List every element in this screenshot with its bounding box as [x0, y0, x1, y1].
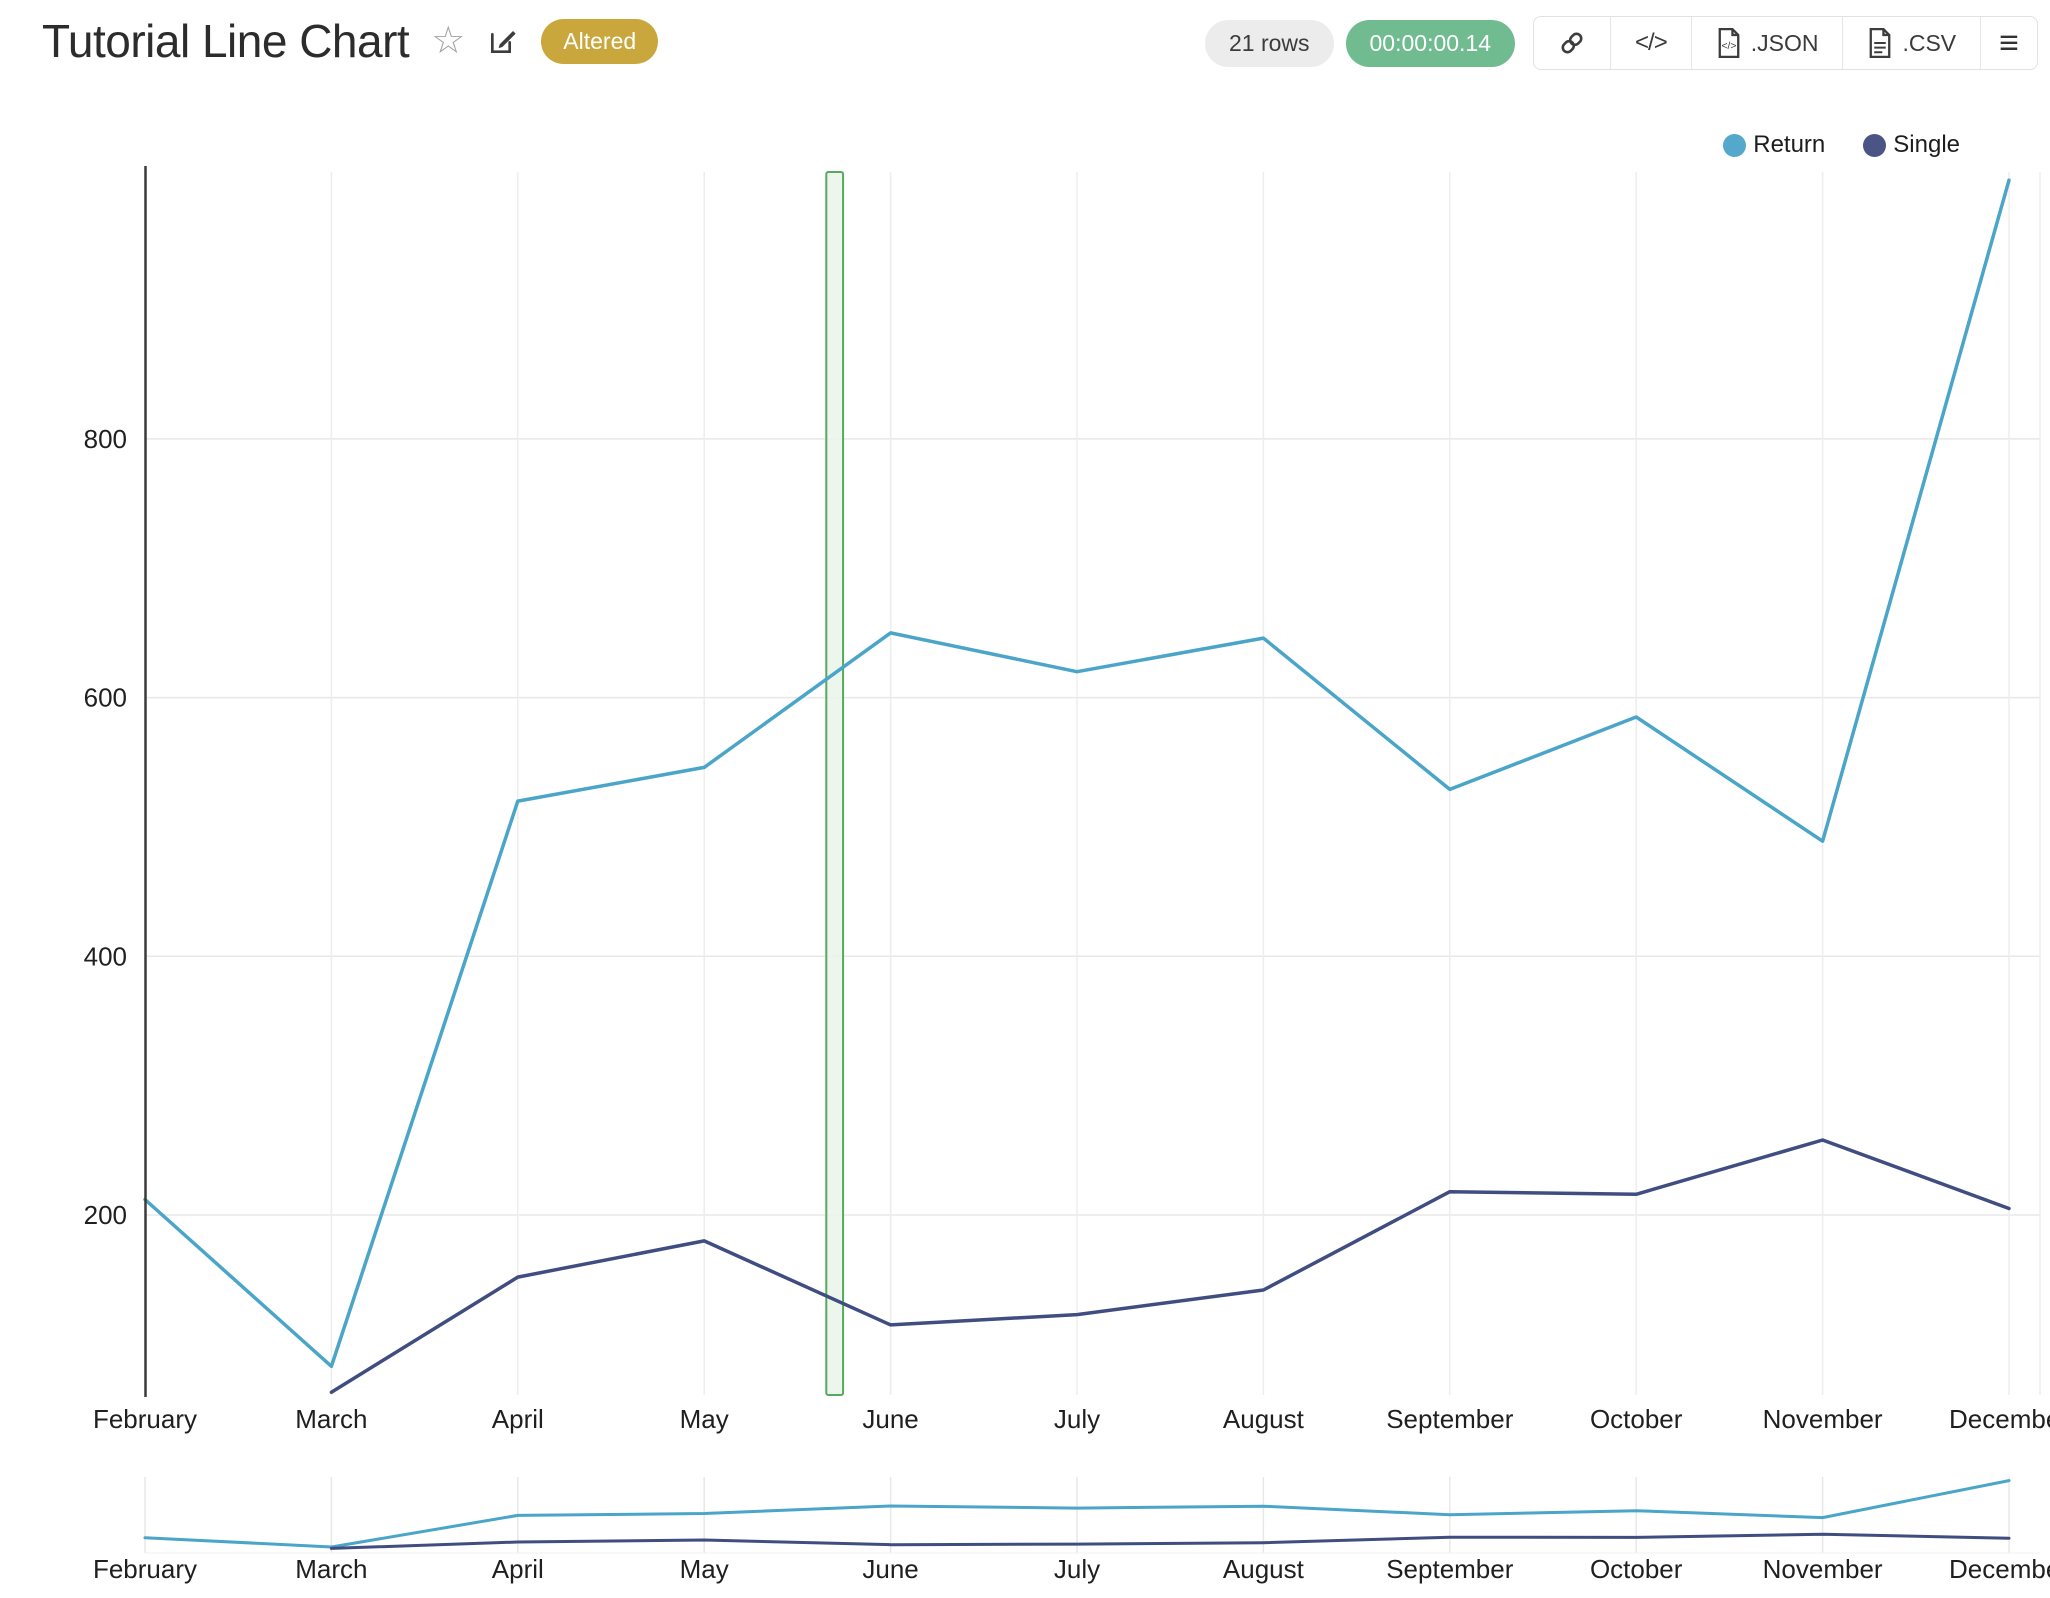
altered-badge: Altered: [541, 18, 659, 64]
header: Tutorial Line Chart ☆ Altered 21 rows 00…: [0, 0, 2050, 90]
json-file-icon: </>: [1718, 28, 1740, 58]
edit-icon[interactable]: [487, 25, 519, 57]
embed-code-button[interactable]: </>: [1610, 17, 1691, 69]
favorite-star-icon[interactable]: ☆: [431, 20, 466, 62]
hamburger-menu-icon: ≡: [1999, 24, 2019, 62]
row-count-badge: 21 rows: [1204, 19, 1334, 67]
x-tick-label: November: [1763, 1404, 1883, 1434]
y-tick-label: 400: [84, 941, 127, 971]
minimap-single-line: [329, 1532, 2011, 1550]
y-tick-label: 200: [84, 1200, 127, 1230]
legend-item-single[interactable]: Single: [1863, 131, 1960, 159]
edit-pencil-icon: [491, 31, 516, 53]
download-json-button[interactable]: </> .JSON: [1690, 17, 1843, 69]
json-button-label: .JSON: [1750, 29, 1819, 56]
y-tick-label: 600: [84, 683, 127, 713]
minimap-x-tick-label: June: [862, 1554, 918, 1584]
legend-item-return[interactable]: Return: [1723, 131, 1825, 159]
x-tick-label: June: [862, 1404, 918, 1434]
x-tick-label: April: [492, 1404, 544, 1434]
export-button-group: </> </> .JSON .CSV ≡: [1533, 16, 2038, 70]
highlight-band[interactable]: [825, 171, 845, 1396]
minimap-x-tick-label: September: [1386, 1554, 1514, 1584]
menu-button[interactable]: ≡: [1980, 17, 2037, 69]
x-tick-label: December: [1949, 1404, 2050, 1434]
single-legend-label: Single: [1893, 131, 1960, 158]
csv-button-label: .CSV: [1902, 29, 1957, 56]
return-legend-dot: [1723, 133, 1747, 157]
x-tick-label: August: [1223, 1404, 1305, 1434]
return-legend-label: Return: [1753, 131, 1826, 158]
single-legend-dot: [1863, 133, 1887, 157]
runtime-badge: 00:00:00.14: [1345, 19, 1516, 67]
main-chart: 200 400 600 800 February March April May June Jul…: [84, 166, 2050, 1434]
minimap-return-line: [143, 1479, 2011, 1549]
minimap-x-tick-label: October: [1590, 1554, 1683, 1584]
return-line: [143, 178, 2011, 1369]
x-tick-label: July: [1054, 1404, 1100, 1434]
x-tick-label: May: [680, 1404, 729, 1434]
minimap-x-tick-label: April: [492, 1554, 544, 1584]
minimap-x-tick-label: July: [1054, 1554, 1100, 1584]
minimap-x-tick-label: February: [93, 1554, 197, 1584]
download-csv-button[interactable]: .CSV: [1842, 17, 1980, 69]
page-title: Tutorial Line Chart: [42, 15, 410, 67]
x-tick-label: February: [93, 1404, 197, 1434]
minimap-x-tick-label: November: [1763, 1554, 1883, 1584]
x-tick-label: September: [1386, 1404, 1514, 1434]
csv-file-icon: [1870, 28, 1891, 58]
chart-legend: Return Single: [1723, 131, 1960, 159]
minimap-x-tick-label: March: [295, 1554, 367, 1584]
minimap-x-tick-label: August: [1223, 1554, 1305, 1584]
y-tick-label: 800: [84, 424, 127, 454]
minimap-x-tick-label: May: [680, 1554, 729, 1584]
link-icon: [1561, 32, 1583, 54]
x-tick-label: March: [295, 1404, 367, 1434]
x-tick-label: October: [1590, 1404, 1683, 1434]
share-link-button[interactable]: [1534, 17, 1610, 69]
svg-text:</>: </>: [1721, 41, 1736, 52]
code-icon: </>: [1635, 29, 1668, 56]
minimap-x-tick-label: December: [1949, 1554, 2050, 1584]
minimap-range-selector[interactable]: February March April May June July August Septe…: [93, 1477, 2050, 1584]
single-line: [329, 1138, 2011, 1394]
